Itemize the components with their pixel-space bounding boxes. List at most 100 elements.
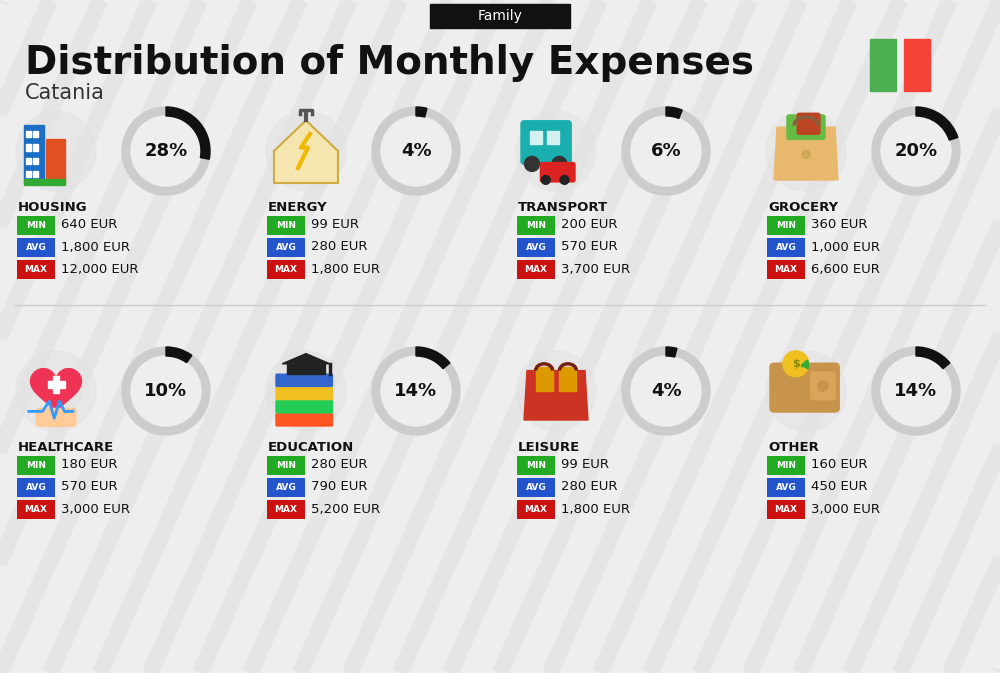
Text: MIN: MIN [276,221,296,229]
Text: MAX: MAX [274,505,298,513]
Text: MIN: MIN [26,460,46,470]
FancyBboxPatch shape [32,145,38,151]
Circle shape [525,156,539,172]
Circle shape [372,107,460,195]
Text: 3,700 EUR: 3,700 EUR [561,262,630,275]
Wedge shape [666,347,677,357]
Text: MAX: MAX [24,505,48,513]
Text: 14%: 14% [394,382,438,400]
FancyBboxPatch shape [430,4,570,28]
FancyBboxPatch shape [32,157,38,164]
Text: AVG: AVG [26,483,46,491]
FancyBboxPatch shape [267,215,305,234]
FancyBboxPatch shape [32,131,38,137]
FancyBboxPatch shape [547,131,559,144]
Text: AVG: AVG [276,483,296,491]
Circle shape [881,116,951,186]
Circle shape [516,351,596,431]
FancyBboxPatch shape [26,171,31,177]
Text: MIN: MIN [26,221,46,229]
Wedge shape [416,107,427,117]
FancyBboxPatch shape [287,365,325,374]
Wedge shape [416,347,450,369]
FancyBboxPatch shape [767,215,805,234]
FancyBboxPatch shape [276,374,332,386]
Text: 6%: 6% [651,142,681,160]
FancyBboxPatch shape [48,381,64,388]
FancyBboxPatch shape [17,215,55,234]
FancyBboxPatch shape [870,39,896,91]
Circle shape [122,347,210,435]
Circle shape [552,156,567,172]
FancyBboxPatch shape [276,414,332,426]
FancyBboxPatch shape [767,238,805,256]
FancyBboxPatch shape [26,131,31,137]
Text: Catania: Catania [25,83,105,103]
Circle shape [631,356,701,426]
Text: MAX: MAX [274,264,298,273]
Text: AVG: AVG [26,242,46,252]
Text: 450 EUR: 450 EUR [811,481,868,493]
Circle shape [766,351,846,431]
FancyBboxPatch shape [767,456,805,474]
Text: 280 EUR: 280 EUR [311,458,368,472]
FancyBboxPatch shape [904,39,930,91]
FancyBboxPatch shape [32,171,38,177]
Polygon shape [282,353,330,364]
Circle shape [381,116,451,186]
Text: 20%: 20% [894,142,938,160]
Text: 14%: 14% [894,382,938,400]
FancyBboxPatch shape [767,478,805,497]
Text: 570 EUR: 570 EUR [561,240,618,254]
Text: AVG: AVG [526,242,546,252]
Text: 6,600 EUR: 6,600 EUR [811,262,880,275]
Text: MIN: MIN [526,221,546,229]
Polygon shape [524,371,588,420]
FancyBboxPatch shape [36,409,76,426]
Wedge shape [916,107,958,140]
Circle shape [818,381,828,391]
Text: EDUCATION: EDUCATION [268,441,354,454]
Circle shape [266,111,346,191]
Text: HOUSING: HOUSING [18,201,88,214]
Text: MIN: MIN [276,460,296,470]
FancyBboxPatch shape [530,131,542,144]
Text: 200 EUR: 200 EUR [561,219,618,232]
FancyBboxPatch shape [787,115,825,139]
FancyBboxPatch shape [521,120,571,164]
FancyBboxPatch shape [26,145,31,151]
Circle shape [783,351,809,377]
Circle shape [881,356,951,426]
Text: 99 EUR: 99 EUR [311,219,359,232]
FancyBboxPatch shape [267,499,305,518]
FancyBboxPatch shape [536,367,553,391]
FancyBboxPatch shape [267,238,305,256]
Text: MAX: MAX [774,505,798,513]
Text: GROCERY: GROCERY [768,201,838,214]
FancyBboxPatch shape [517,456,555,474]
Text: 12,000 EUR: 12,000 EUR [61,262,138,275]
Text: AVG: AVG [776,242,796,252]
FancyBboxPatch shape [17,499,55,518]
FancyBboxPatch shape [540,163,575,182]
Wedge shape [666,107,682,118]
Text: AVG: AVG [276,242,296,252]
FancyBboxPatch shape [46,139,65,183]
Text: MAX: MAX [524,505,548,513]
FancyBboxPatch shape [767,499,805,518]
Polygon shape [31,369,81,415]
Text: 99 EUR: 99 EUR [561,458,609,472]
FancyBboxPatch shape [17,456,55,474]
Text: Family: Family [478,9,522,23]
Circle shape [541,176,550,184]
Text: 790 EUR: 790 EUR [311,481,368,493]
FancyBboxPatch shape [267,456,305,474]
Text: OTHER: OTHER [768,441,819,454]
Circle shape [560,176,569,184]
FancyBboxPatch shape [267,478,305,497]
Text: MAX: MAX [524,264,548,273]
FancyBboxPatch shape [559,367,576,391]
Text: 1,000 EUR: 1,000 EUR [811,240,880,254]
Text: 570 EUR: 570 EUR [61,481,118,493]
Text: 180 EUR: 180 EUR [61,458,118,472]
